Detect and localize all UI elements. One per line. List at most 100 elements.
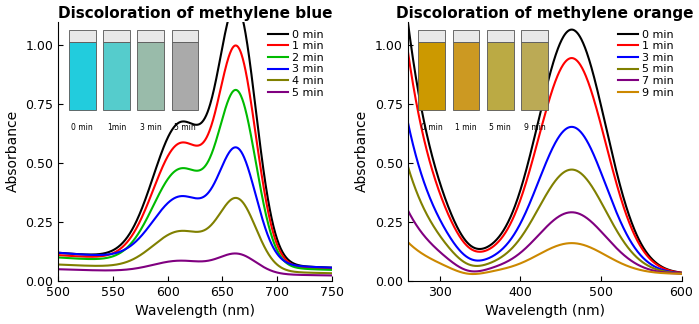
Y-axis label: Absorbance: Absorbance (6, 110, 20, 192)
9 min (474, 272, 482, 276)
7 min (586, 219, 595, 223)
1 min (124, 239, 133, 243)
4 min (215, 212, 224, 216)
0 min (54, 251, 62, 255)
7 min (677, 272, 686, 276)
X-axis label: Wavelength (nm): Wavelength (nm) (135, 305, 255, 318)
Y-axis label: Absorbance: Absorbance (355, 110, 369, 192)
Line: 9 min: 9 min (408, 242, 682, 274)
1 min (677, 271, 686, 275)
1 min (527, 162, 535, 166)
5 min (565, 168, 573, 172)
3 min (527, 197, 535, 201)
3 min (610, 204, 618, 208)
7 min (474, 269, 482, 273)
0 min (178, 120, 186, 123)
2 min (178, 166, 186, 170)
7 min (452, 263, 460, 267)
2 min (215, 127, 224, 131)
7 min (403, 208, 412, 212)
5 min (328, 273, 336, 277)
Line: 0 min: 0 min (58, 4, 332, 268)
Line: 2 min: 2 min (58, 90, 332, 270)
Line: 7 min: 7 min (408, 210, 682, 274)
4 min (178, 229, 186, 233)
0 min (403, 17, 412, 21)
4 min (328, 271, 336, 275)
9 min (610, 258, 619, 262)
Line: 4 min: 4 min (58, 198, 332, 273)
7 min (565, 211, 573, 214)
0 min (565, 29, 573, 32)
3 min (237, 150, 245, 154)
2 min (328, 268, 336, 272)
3 min (403, 119, 412, 122)
1 min (403, 47, 412, 51)
0 min (474, 247, 482, 251)
0 min (677, 271, 686, 274)
1 min (215, 92, 224, 96)
Legend: 0 min, 1 min, 2 min, 3 min, 4 min, 5 min: 0 min, 1 min, 2 min, 3 min, 4 min, 5 min (266, 27, 326, 100)
3 min (261, 225, 269, 228)
2 min (237, 95, 245, 99)
0 min (124, 234, 133, 237)
5 min (452, 253, 460, 257)
7 min (527, 241, 535, 245)
Line: 1 min: 1 min (58, 45, 332, 269)
Line: 1 min: 1 min (408, 49, 682, 273)
4 min (54, 262, 62, 266)
3 min (124, 246, 133, 249)
9 min (586, 246, 595, 249)
5 min (586, 182, 595, 186)
5 min (231, 251, 239, 255)
3 min (452, 244, 460, 248)
5 min (403, 163, 412, 167)
0 min (215, 60, 224, 64)
3 min (565, 125, 573, 129)
Line: 3 min: 3 min (408, 121, 682, 273)
3 min (677, 271, 686, 275)
1 min (328, 267, 336, 271)
3 min (102, 253, 110, 257)
9 min (403, 240, 412, 244)
1 min (452, 228, 460, 232)
2 min (261, 207, 269, 211)
2 min (124, 244, 133, 248)
1 min (102, 253, 110, 257)
9 min (528, 256, 536, 260)
5 min (215, 256, 224, 260)
9 min (677, 272, 686, 276)
1 min (610, 172, 618, 176)
Line: 5 min: 5 min (58, 253, 332, 275)
1 min (231, 43, 240, 47)
0 min (527, 148, 535, 152)
3 min (474, 259, 482, 262)
1 min (178, 141, 186, 145)
0 min (232, 2, 240, 6)
Legend: 0 min, 1 min, 3 min, 5 min, 7 min, 9 min: 0 min, 1 min, 3 min, 5 min, 7 min, 9 min (615, 27, 676, 100)
5 min (54, 267, 62, 271)
1 min (54, 253, 62, 257)
3 min (215, 170, 224, 174)
3 min (328, 266, 336, 270)
5 min (610, 224, 618, 227)
3 min (54, 251, 62, 255)
1 min (565, 57, 573, 61)
4 min (102, 264, 110, 268)
2 min (54, 256, 62, 260)
0 min (261, 177, 269, 181)
Title: Discoloration of methylene orange: Discoloration of methylene orange (396, 6, 693, 20)
0 min (610, 159, 618, 163)
3 min (586, 146, 595, 150)
Line: 0 min: 0 min (408, 19, 682, 272)
5 min (237, 252, 245, 256)
4 min (232, 196, 240, 200)
0 min (102, 251, 110, 255)
5 min (677, 272, 686, 275)
1 min (237, 52, 245, 56)
5 min (124, 267, 133, 271)
Line: 5 min: 5 min (408, 165, 682, 273)
2 min (231, 88, 240, 92)
5 min (178, 259, 186, 262)
0 min (452, 223, 460, 226)
